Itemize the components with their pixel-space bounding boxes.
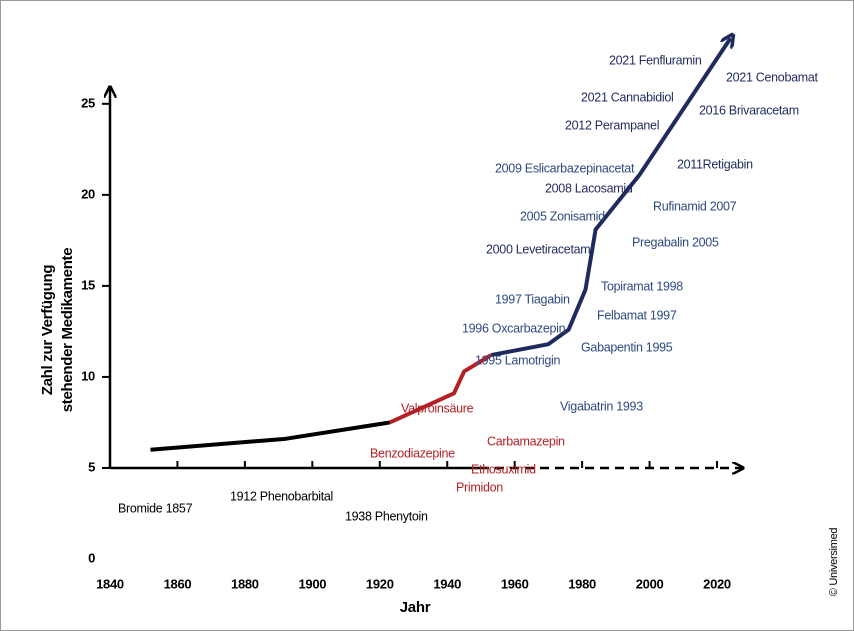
y-axis-title: Zahl zur Verfügung [39, 265, 56, 396]
annotation: 2005 Zonisamid [520, 209, 605, 223]
x-tick-label: 1840 [96, 576, 124, 591]
annotation: 2012 Perampanel [565, 118, 659, 132]
annotation: Felbamat 1997 [597, 308, 677, 322]
y-tick-label: 0 [88, 550, 95, 565]
annotation: 2008 Lacosamid [545, 181, 633, 195]
annotation: Vigabatrin 1993 [560, 399, 643, 413]
annotation: 2009 Eslicarbazepinacetat [495, 161, 635, 175]
annotation: 2021 Cenobamat [726, 70, 819, 84]
x-tick-label: 1900 [298, 576, 326, 591]
x-axis-title: Jahr [400, 599, 431, 616]
annotation: Pregabalin 2005 [632, 235, 719, 249]
annotation: Topiramat 1998 [601, 279, 683, 293]
annotation: Carbamazepin [487, 434, 565, 448]
annotation: 2016 Brivaracetam [699, 103, 799, 117]
x-tick-label: 1860 [164, 576, 192, 591]
y-tick-label: 10 [81, 368, 95, 383]
x-tick-label: 1960 [501, 576, 529, 591]
annotation: 2000 Levetiracetam [486, 242, 590, 256]
annotation: Primidon [456, 480, 503, 494]
annotation: 2011Retigabin [677, 157, 753, 171]
annotation: Rufinamid 2007 [653, 199, 737, 213]
annotation: 1996 Oxcarbazepin [462, 321, 566, 335]
annotation: 2021 Fenfluramin [609, 53, 702, 67]
x-tick-label: 2020 [703, 576, 731, 591]
series-line [150, 420, 391, 452]
y-tick-label: 5 [88, 459, 95, 474]
annotation: 2021 Cannabidiol [581, 90, 674, 104]
x-tick-label: 1880 [231, 576, 259, 591]
y-tick-label: 20 [81, 186, 95, 201]
annotation: Benzodiazepine [370, 446, 455, 460]
annotation: Bromide 1857 [118, 501, 193, 515]
x-tick-label: 1940 [433, 576, 461, 591]
annotation: 1997 Tiagabin [495, 292, 570, 306]
y-axis-title: stehender Medikamente [59, 248, 76, 413]
annotation: 1995 Lamotrigin [475, 353, 560, 367]
y-tick-label: 15 [81, 277, 95, 292]
annotation: 1912 Phenobarbital [230, 489, 333, 503]
x-tick-label: 2000 [636, 576, 664, 591]
annotation: Gabapentin 1995 [581, 340, 673, 354]
x-tick-label: 1920 [366, 576, 394, 591]
y-tick-label: 25 [81, 95, 95, 110]
x-tick-label: 1980 [568, 576, 596, 591]
series-line [389, 353, 493, 425]
annotation: 1938 Phenytoin [345, 509, 428, 523]
annotation: Ethosuximid [471, 462, 536, 476]
series-line [490, 38, 730, 358]
annotation: Valproinsäure [401, 401, 474, 415]
copyright: © Universimed [828, 528, 840, 597]
